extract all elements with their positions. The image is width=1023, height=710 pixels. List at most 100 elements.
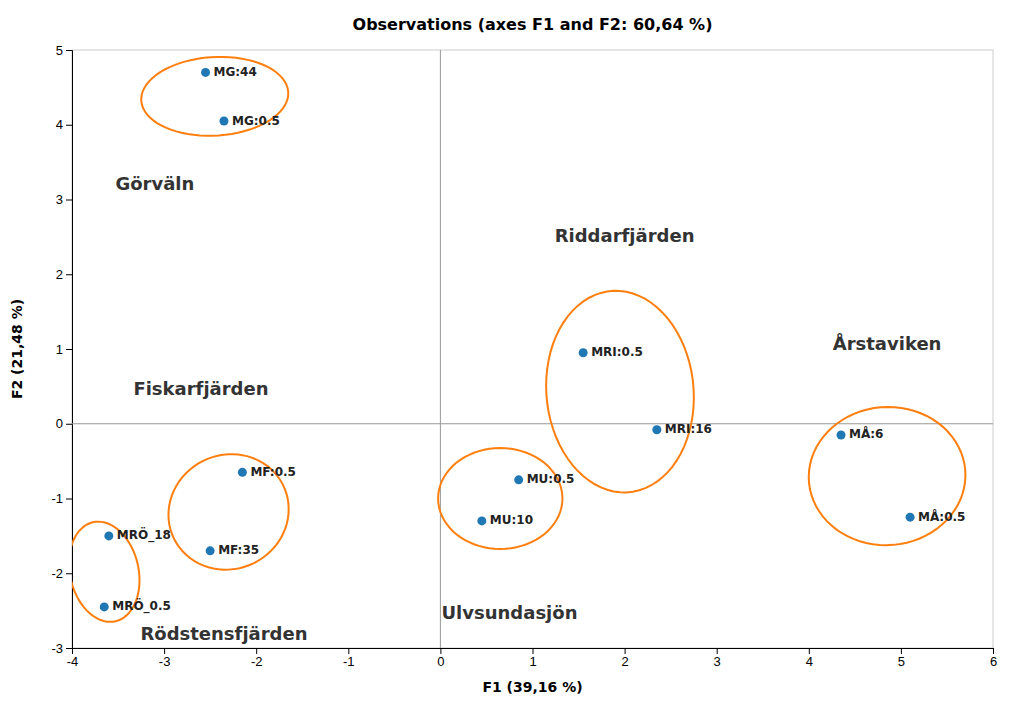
x-tick: -4 [67, 648, 79, 669]
point-label: MRI:16 [665, 422, 712, 436]
y-tick: -1 [51, 491, 72, 506]
x-tick: 1 [529, 648, 536, 669]
y-axis: -3-2-1012345 [51, 43, 72, 656]
plot-area [72, 50, 993, 648]
x-tick: 2 [621, 648, 628, 669]
x-tick-mark [625, 648, 626, 654]
x-tick: 5 [898, 648, 905, 669]
y-tick: 1 [56, 342, 72, 357]
x-tick-label: 0 [437, 654, 444, 669]
confidence-ellipse [809, 407, 966, 545]
x-tick-label: 6 [990, 654, 997, 669]
point-label: MF:0.5 [250, 465, 296, 479]
y-tick: -3 [51, 641, 72, 656]
region-label: Årstaviken [833, 332, 942, 354]
x-axis-title: F1 (39,16 %) [482, 679, 582, 695]
region-label: Görväln [115, 173, 194, 194]
x-axis: -4 -3 -2 -1 0 1 2 3 4 5 6 [67, 648, 997, 669]
x-tick-label: 1 [529, 654, 536, 669]
zero-line-x [440, 50, 441, 648]
x-tick-mark [717, 648, 718, 654]
point [201, 68, 210, 77]
point [219, 117, 228, 126]
x-tick-mark [348, 648, 349, 654]
x-tick: 6 [990, 648, 997, 669]
y-tick-mark [66, 648, 72, 649]
title: Observations (axes F1 and F2: 60,64 %) [353, 15, 713, 34]
point [652, 425, 661, 434]
x-tick-label: 3 [714, 654, 721, 669]
region-label: Ulvsundasjön [441, 602, 577, 623]
y-tick-label: 3 [56, 192, 63, 207]
region-label: Riddarfjärden [555, 225, 695, 246]
point-label: MÅ:6 [849, 426, 883, 441]
y-tick-mark [66, 274, 72, 275]
point [906, 513, 915, 522]
y-axis-title: F2 (21,48 %) [9, 299, 25, 399]
y-tick-mark [66, 125, 72, 126]
point-label: MRÖ_18 [117, 527, 171, 543]
x-tick-label: -2 [251, 654, 263, 669]
point-label: MF:35 [218, 543, 259, 557]
point-label: MU:10 [490, 513, 533, 527]
plot-frame [72, 50, 993, 648]
x-tick: -3 [159, 648, 171, 669]
region-label: Fiskarfjärden [133, 378, 268, 399]
x-tick-mark [993, 648, 994, 654]
y-tick-mark [66, 349, 72, 350]
x-tick-mark [901, 648, 902, 654]
x-tick-label: 5 [898, 654, 905, 669]
y-tick-label: 1 [56, 342, 63, 357]
y-tick: 3 [56, 192, 72, 207]
x-axis-line [73, 649, 994, 655]
y-tick-label: -3 [51, 641, 63, 656]
y-tick-mark [66, 499, 72, 500]
point [579, 348, 588, 357]
confidence-ellipse [438, 448, 562, 549]
x-tick-mark [533, 648, 534, 654]
chart: -4-3-2-10123456-3-2-1012345MG:44MG:0.5MR… [0, 0, 1023, 710]
y-tick: 2 [56, 267, 72, 282]
point [100, 602, 109, 611]
confidence-ellipse [546, 291, 694, 493]
confidence-ellipse [141, 57, 288, 136]
x-tick-mark [256, 648, 257, 654]
y-axis-line [66, 51, 73, 649]
y-tick-mark [66, 424, 72, 425]
point-label: MG:44 [214, 65, 257, 79]
point [238, 468, 247, 477]
y-tick-label: 5 [56, 43, 63, 58]
x-tick-mark [809, 648, 810, 654]
y-tick-mark [66, 573, 72, 574]
x-tick-label: -3 [159, 654, 171, 669]
point-label: MU:0.5 [527, 472, 575, 486]
region-label: Rödstensfjärden [140, 623, 307, 644]
x-tick: -2 [251, 648, 263, 669]
point [514, 475, 523, 484]
x-tick-label: 4 [806, 654, 813, 669]
x-tick: 4 [806, 648, 813, 669]
x-tick-label: -4 [67, 654, 79, 669]
y-tick: 5 [56, 43, 72, 58]
y-tick-label: 0 [56, 416, 63, 431]
x-tick-mark [440, 648, 441, 654]
x-tick: -1 [343, 648, 355, 669]
y-tick-mark [66, 200, 72, 201]
labels: MG:44 MG:0.5 MRÖ_18 MRÖ_0.5 MF:0.5 MF:35 MRI:0… [112, 65, 965, 644]
point-label: MRI:0.5 [591, 345, 643, 359]
y-tick-label: -1 [51, 491, 63, 506]
zero-line-y [72, 423, 993, 424]
point-label: MÅ:0.5 [918, 509, 965, 524]
x-tick: 0 [437, 648, 444, 669]
point [104, 531, 113, 540]
point-label: MG:0.5 [232, 114, 280, 128]
point [206, 546, 215, 555]
point [837, 430, 846, 439]
x-tick-label: -1 [343, 654, 355, 669]
point-label: MRÖ_0.5 [112, 598, 171, 614]
point [477, 516, 486, 525]
y-tick-label: 2 [56, 267, 63, 282]
x-tick: 3 [714, 648, 721, 669]
y-tick-mark [66, 50, 72, 51]
x-tick-mark [164, 648, 165, 654]
